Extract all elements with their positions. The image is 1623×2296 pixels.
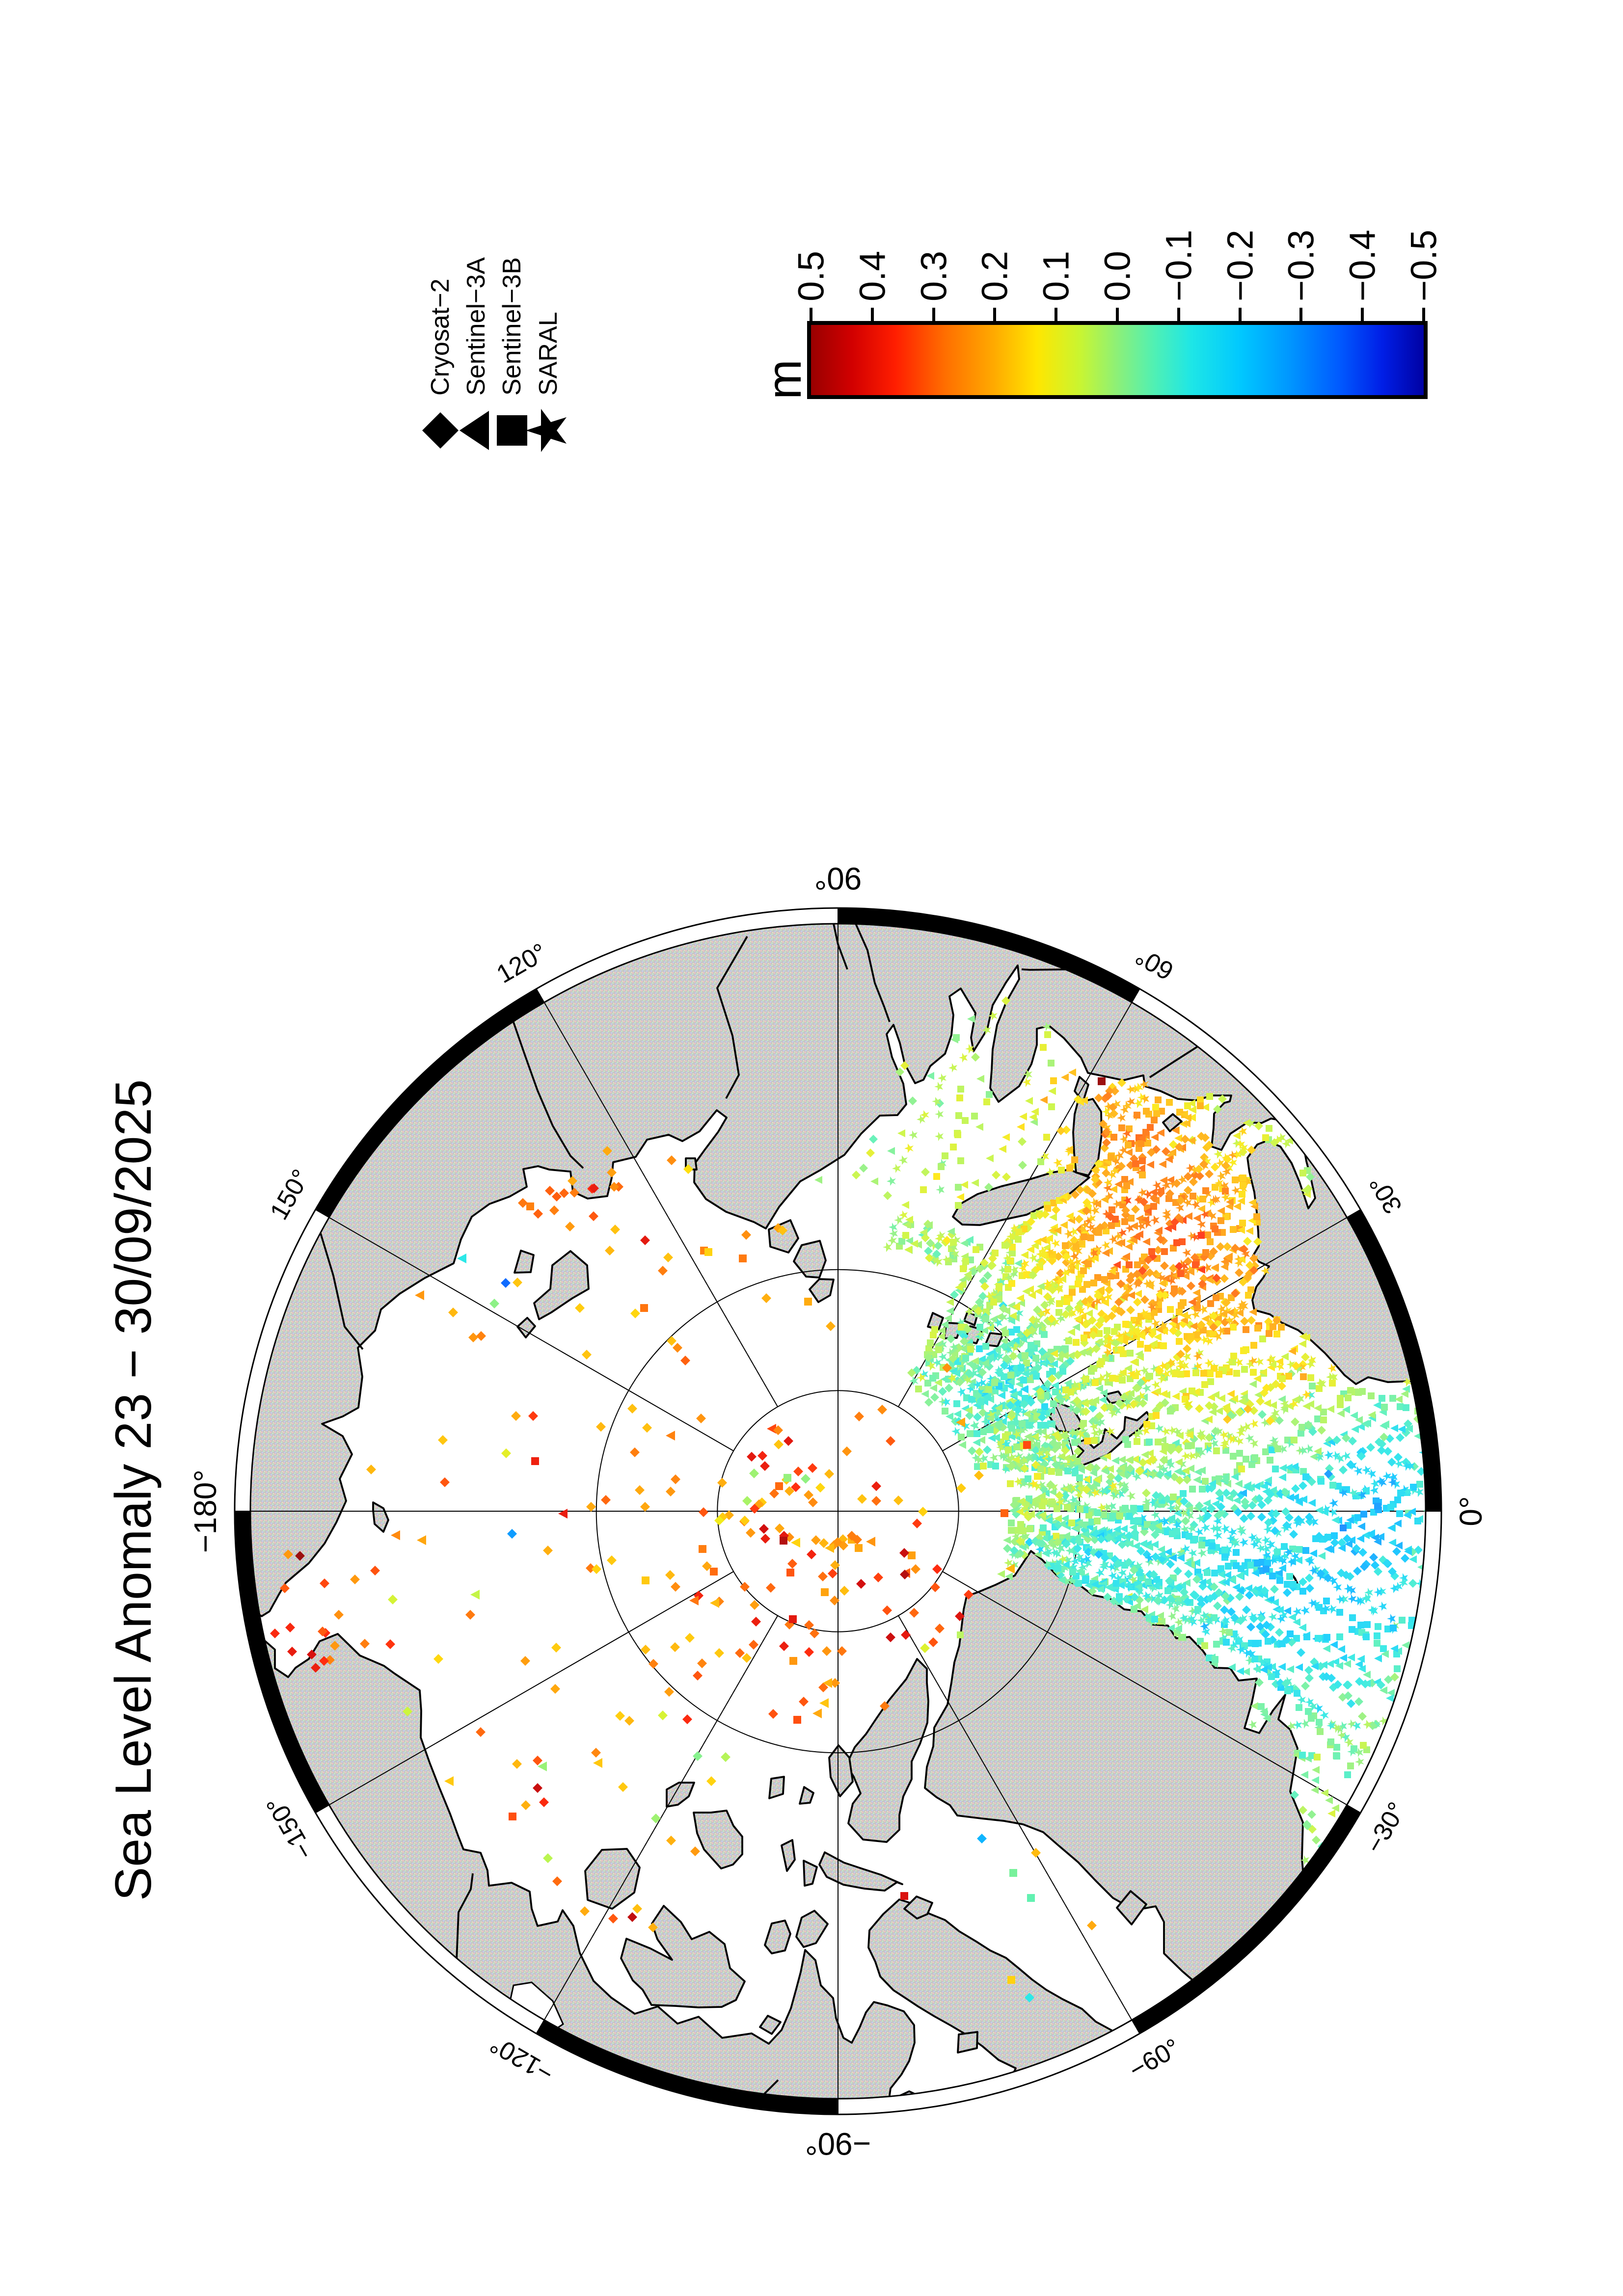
svg-text:0.3: 0.3 — [914, 251, 954, 301]
svg-text:−0.5: −0.5 — [1404, 230, 1444, 301]
svg-text:Sentinel−3B: Sentinel−3B — [498, 257, 526, 396]
svg-text:0.0: 0.0 — [1097, 251, 1138, 301]
svg-text:90°: 90° — [814, 861, 862, 896]
svg-text:0.2: 0.2 — [974, 251, 1015, 301]
svg-text:Sea Level Anomaly 23 − 30/09/2: Sea Level Anomaly 23 − 30/09/2025 — [105, 1079, 162, 1901]
svg-text:−180°: −180° — [188, 1469, 223, 1553]
svg-text:−0.2: −0.2 — [1220, 230, 1261, 301]
svg-text:−0.1: −0.1 — [1159, 230, 1199, 301]
svg-text:−90°: −90° — [805, 2126, 871, 2162]
svg-text:m: m — [757, 359, 811, 400]
svg-text:−0.4: −0.4 — [1342, 230, 1383, 301]
svg-text:−0.3: −0.3 — [1281, 230, 1322, 301]
svg-text:Sentinel−3A: Sentinel−3A — [462, 257, 490, 396]
svg-text:0.5: 0.5 — [791, 251, 832, 301]
svg-text:Cryosat−2: Cryosat−2 — [426, 279, 455, 396]
svg-text:SARAL: SARAL — [534, 312, 563, 396]
svg-text:0.1: 0.1 — [1036, 251, 1077, 301]
svg-text:0°: 0° — [1453, 1496, 1488, 1526]
svg-text:0.4: 0.4 — [852, 251, 893, 301]
